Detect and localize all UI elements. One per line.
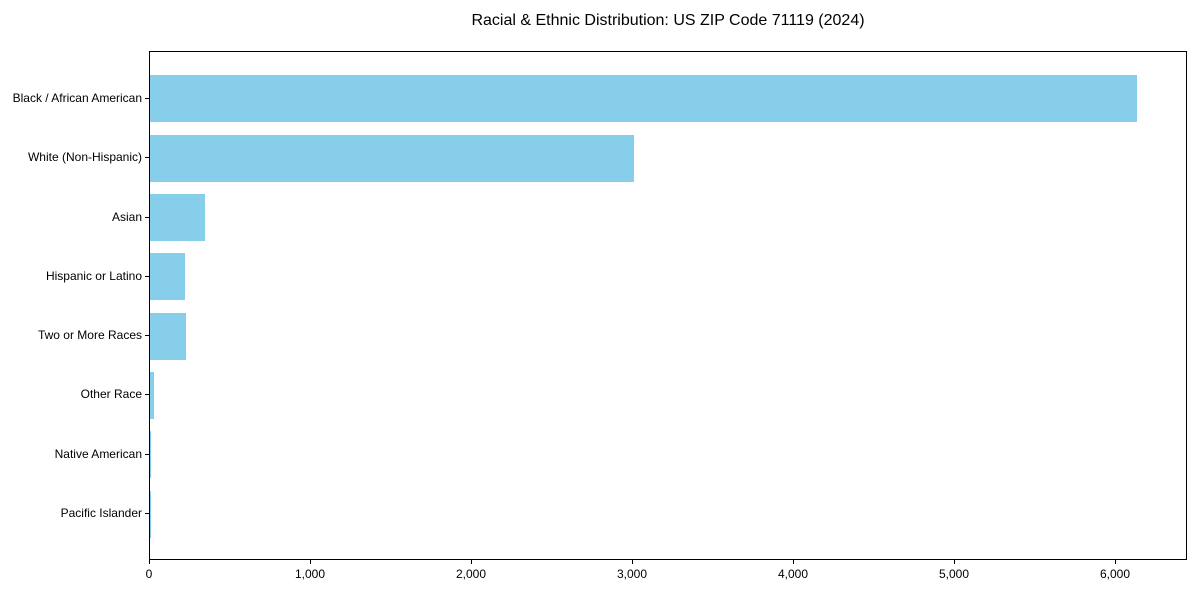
x-tick-label: 0 (145, 567, 153, 581)
bar-4 (150, 312, 186, 360)
bar-5 (150, 371, 154, 419)
bar-2 (150, 194, 205, 241)
x-tick (471, 560, 472, 564)
y-axis-label: Native American (54, 447, 142, 461)
y-axis-label: White (Non-Hispanic) (27, 150, 142, 164)
y-tick (145, 454, 149, 455)
y-tick (145, 276, 149, 277)
y-tick (145, 157, 149, 158)
x-tick (1115, 560, 1116, 564)
x-tick (954, 560, 955, 564)
y-axis-label: Other Race (80, 387, 142, 401)
y-axis-label: Two or More Races (37, 328, 142, 342)
y-tick (145, 394, 149, 395)
y-axis-label: Hispanic or Latino (45, 269, 142, 283)
y-axis-label: Black / African American (12, 91, 142, 105)
y-axis-label: Pacific Islander (60, 506, 142, 520)
x-tick-label: 4,000 (777, 567, 809, 581)
x-tick (310, 560, 311, 564)
y-tick (145, 335, 149, 336)
bar-1 (150, 134, 635, 182)
x-tick-label: 3,000 (616, 567, 648, 581)
bar-0 (150, 75, 1137, 123)
bar-3 (150, 253, 185, 301)
x-tick-label: 6,000 (1099, 567, 1131, 581)
x-tick-label: 5,000 (938, 567, 970, 581)
y-axis-label: Asian (111, 210, 142, 224)
x-tick (149, 560, 150, 564)
plot-area (149, 51, 1187, 560)
x-tick-label: 1,000 (294, 567, 326, 581)
y-tick (145, 513, 149, 514)
chart-title: Racial & Ethnic Distribution: US ZIP Cod… (471, 12, 865, 29)
x-tick-label: 2,000 (455, 567, 487, 581)
y-tick (145, 217, 149, 218)
y-tick (145, 98, 149, 99)
x-tick (793, 560, 794, 564)
x-tick (632, 560, 633, 564)
